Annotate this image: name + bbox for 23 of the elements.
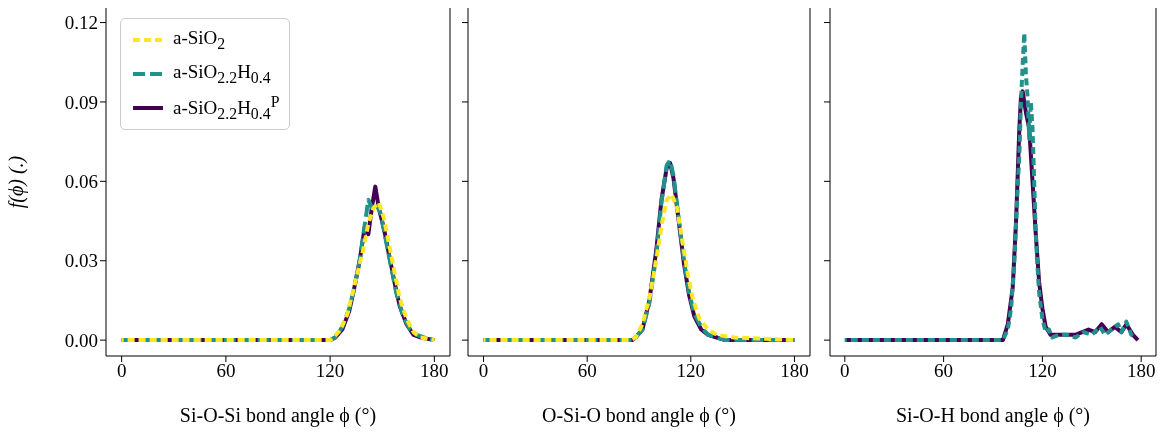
y-tick-label: 0.09 — [64, 91, 98, 113]
x-tick-label: 0 — [478, 360, 489, 382]
x-tick-label: 180 — [1126, 360, 1156, 382]
y-axis-title: f(ϕ) (.) — [5, 155, 29, 209]
x-tick-label: 60 — [216, 360, 236, 382]
x-axis-title: Si-O-Si bond angle ϕ (°) — [179, 404, 377, 427]
y-tick-label: 0.00 — [64, 329, 98, 351]
y-tick-label: 0.03 — [64, 250, 98, 272]
x-axis-title: Si-O-H bond angle ϕ (°) — [895, 404, 1091, 427]
legend-label: a-SiO$_{2}$ — [173, 27, 226, 53]
y-tick-label: 0.06 — [64, 171, 98, 193]
y-tick-label: 0.12 — [64, 12, 98, 34]
x-tick-label: 60 — [934, 360, 954, 382]
x-tick-label: 0 — [116, 360, 127, 382]
x-tick-label: 180 — [780, 360, 809, 382]
x-tick-label: 120 — [676, 360, 706, 382]
x-tick-label: 180 — [420, 360, 449, 382]
legend-label: a-SiO$_{2.2}$H$_{0.4}$ — [173, 61, 271, 87]
x-tick-label: 120 — [315, 360, 345, 382]
x-tick-label: 120 — [1028, 360, 1057, 382]
x-tick-label: 0 — [840, 360, 850, 382]
x-axis-title: O-Si-O bond angle ϕ (°) — [541, 404, 737, 427]
x-tick-label: 60 — [577, 360, 597, 382]
